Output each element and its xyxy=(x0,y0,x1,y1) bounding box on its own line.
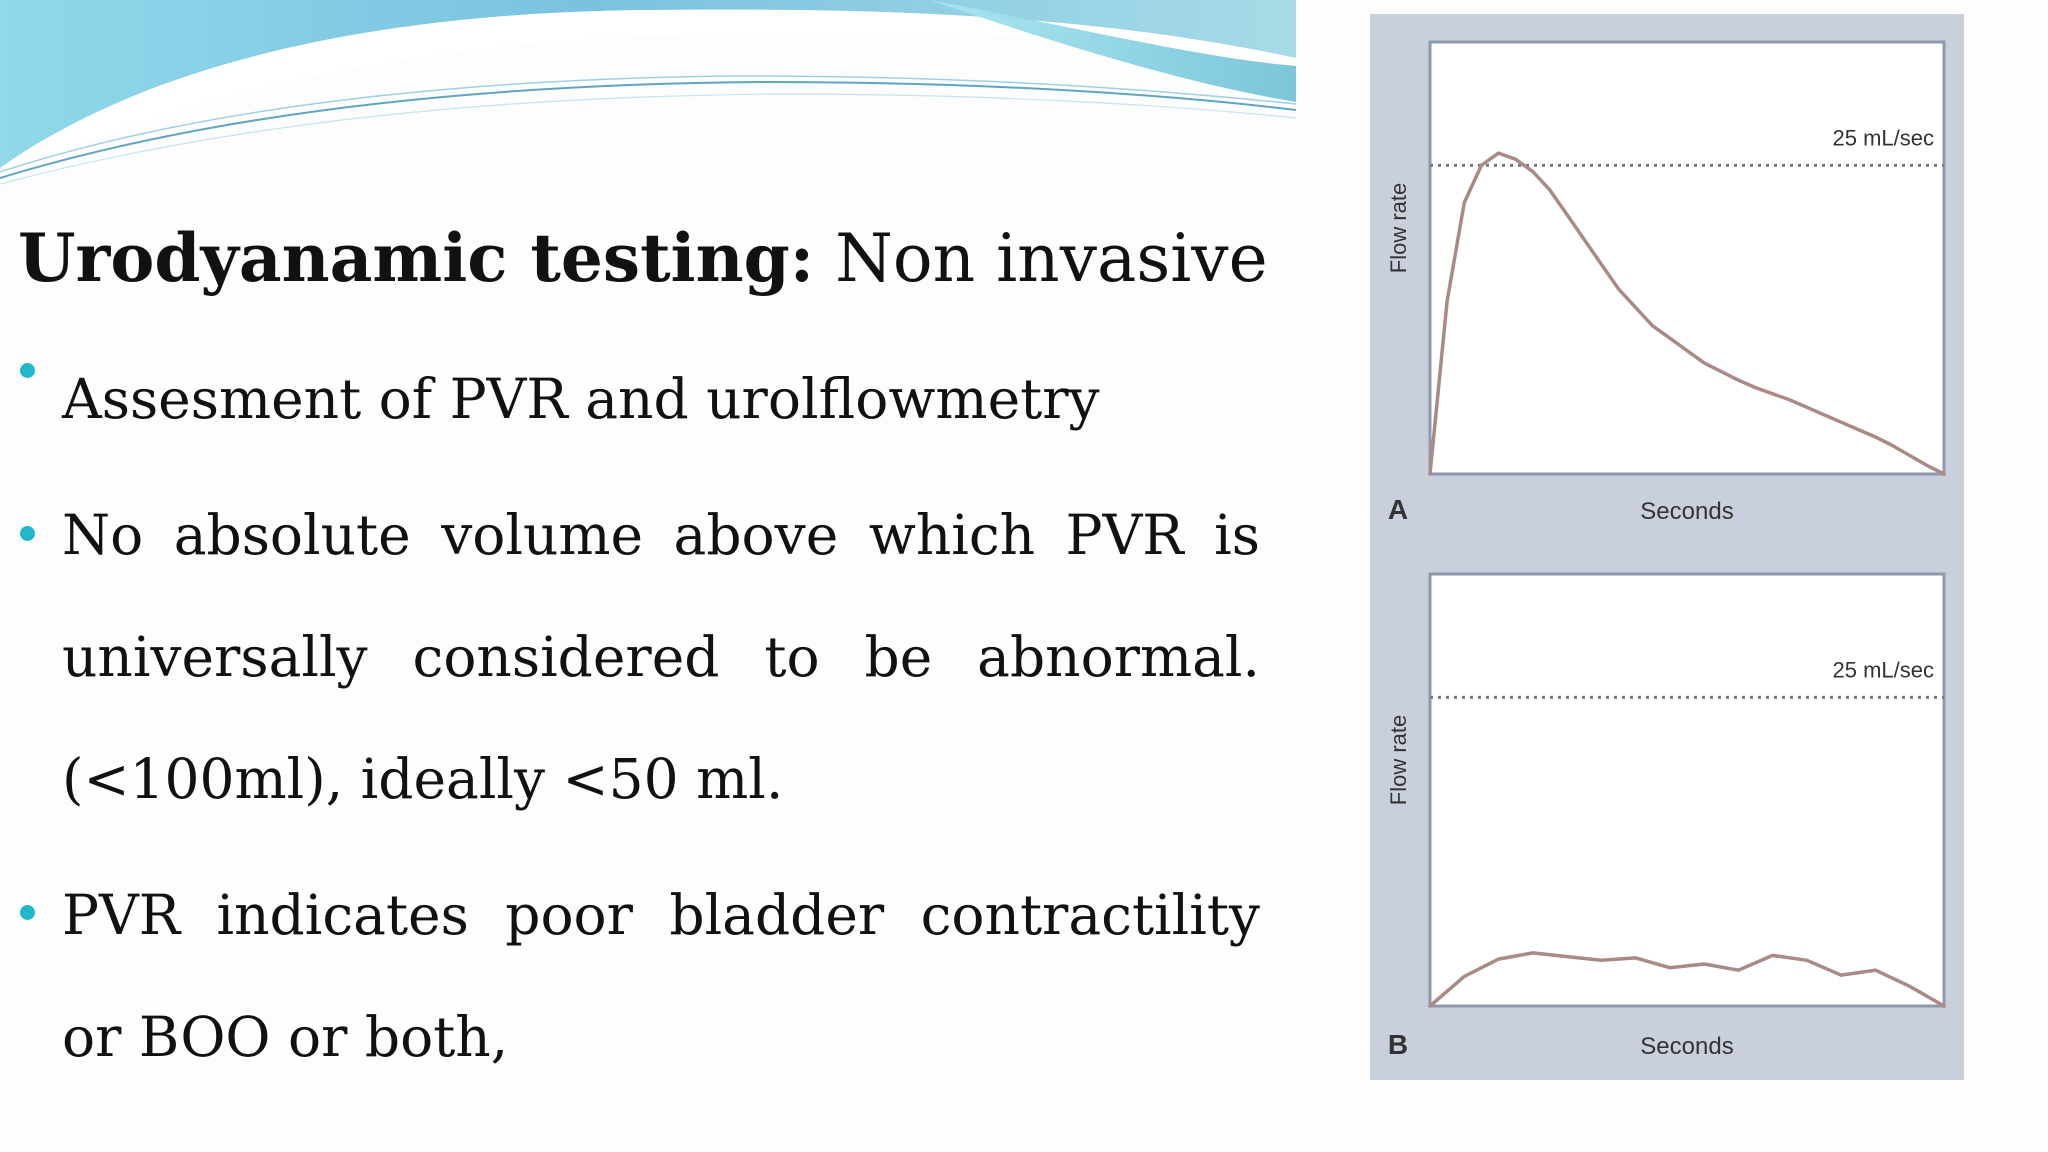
x-axis-label: Seconds xyxy=(1640,498,1733,525)
plot-area xyxy=(1428,40,1946,476)
flow-curve xyxy=(1428,951,1946,1008)
y-axis-label: Flow rate xyxy=(1386,183,1411,273)
header-wave-decoration xyxy=(0,0,1296,185)
slide-title-rest: Non invasive xyxy=(814,220,1268,297)
reference-line-label: 25 mL/sec xyxy=(1833,657,1935,682)
bullet-text: No absolute volume above which PVR is un… xyxy=(62,503,1260,811)
uroflowmetry-figure: 25 mL/sec Flow rate Seconds A 25 mL/sec Flow … xyxy=(1370,14,1964,1080)
flow-curve xyxy=(1428,151,1946,476)
bullet-dot-icon xyxy=(20,526,35,541)
bullet-text: PVR indicates poor bladder contractility… xyxy=(62,883,1260,1069)
uroflowmetry-chart-svg: 25 mL/sec Flow rate Seconds A 25 mL/sec Flow … xyxy=(1370,14,1964,1080)
panel-label: B xyxy=(1388,1029,1408,1060)
slide-text-panel: Urodyanamic testing: Non invasive Assesm… xyxy=(18,218,1268,1069)
x-axis-label: Seconds xyxy=(1640,1033,1733,1060)
reference-line-label: 25 mL/sec xyxy=(1833,125,1935,150)
bullet-dot-icon xyxy=(20,905,35,920)
bullet-dot-icon xyxy=(20,363,35,378)
y-axis-label: Flow rate xyxy=(1386,715,1411,805)
slide-title-lead: Urodyanamic testing: xyxy=(18,219,815,297)
bullet-text: Assesment of PVR and urolflowmetry xyxy=(62,367,1100,431)
slide-title: Urodyanamic testing: Non invasive xyxy=(18,218,1268,299)
panel-label: A xyxy=(1388,494,1408,525)
plot-area xyxy=(1428,572,1946,1008)
